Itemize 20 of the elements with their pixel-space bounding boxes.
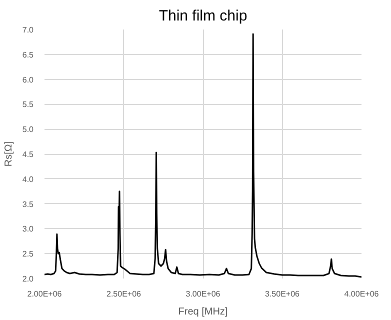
y-axis-title: Rs[Ω] [3,141,14,167]
x-tick-label: 4.00E+06 [344,290,380,298]
y-tick-label: 3.5 [22,200,34,209]
y-tick-label: 4.0 [22,174,34,184]
y-tick-label: 5.5 [22,100,34,110]
x-tick-label: 3.50E+06 [265,290,300,298]
y-tick-label: 5.0 [22,125,34,134]
y-tick-label: 3.0 [22,224,34,234]
y-tick-label: 4.5 [22,150,34,159]
x-tick-label: 2.00E+06 [27,290,62,298]
x-tick-label: 3.00E+06 [186,290,221,298]
x-tick-label: 2.50E+06 [106,290,142,298]
chart-title: Thin film chip [158,8,248,24]
y-tick-label: 7.0 [22,26,34,34]
y-tick-label: 6.5 [22,50,34,60]
x-axis-title: Freq [MHz] [178,306,228,318]
y-tick-label: 2.5 [22,250,34,259]
line-series [44,33,362,278]
y-tick-label: 6.0 [22,75,34,84]
y-tick-label: 2.0 [22,274,34,284]
